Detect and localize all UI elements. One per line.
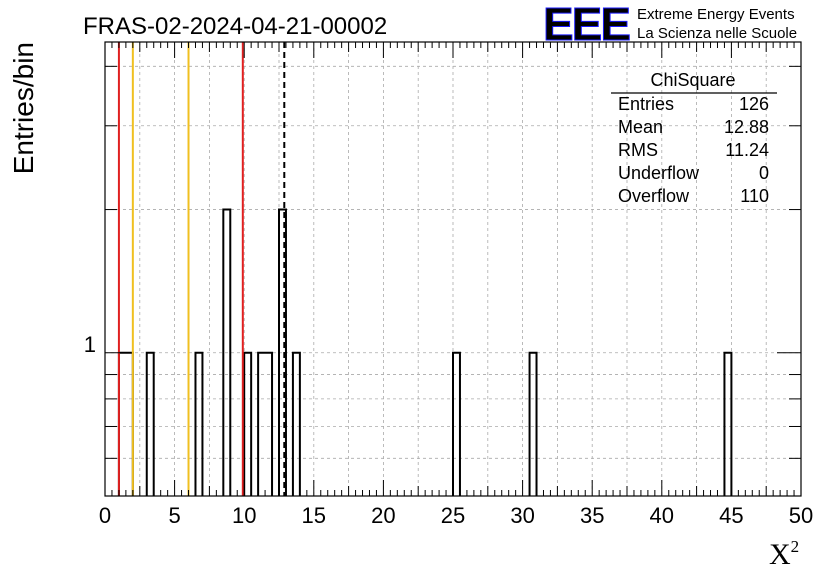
stats-box: ChiSquare Entries 126 Mean 12.88 RMS 11.24 Und… — [611, 70, 777, 206]
x-tick-label: 40 — [650, 503, 674, 528]
stats-row-label: Overflow — [618, 186, 690, 206]
x-tick-label: 20 — [371, 503, 395, 528]
stats-row-label: Mean — [618, 117, 663, 137]
stats-row-value: 11.24 — [725, 140, 769, 160]
stats-row-label: Entries — [618, 94, 674, 114]
x-tick-label: 25 — [441, 503, 465, 528]
stats-row-label: Underflow — [618, 163, 700, 183]
y-axis-label: Entries/bin — [8, 42, 39, 174]
x-axis-label: X2 — [769, 537, 799, 571]
logo-line2: La Scienza nelle Scuole — [637, 25, 797, 42]
stats-row-value: 126 — [739, 94, 769, 114]
axes: 0 5 10 15 20 25 30 35 40 45 50 — [99, 42, 813, 528]
logo-mark: EEE — [543, 0, 629, 50]
stats-row-value: 0 — [759, 163, 769, 183]
x-tick-label: 10 — [232, 503, 256, 528]
stats-rows: Entries 126 Mean 12.88 RMS 11.24 Underflow 0 Ove… — [618, 94, 769, 206]
chart-title: FRAS-02-2024-04-21-00002 — [83, 13, 387, 40]
x-tick-label: 5 — [168, 503, 180, 528]
stats-row-label: RMS — [618, 140, 658, 160]
stats-row-value: 12.88 — [724, 117, 769, 137]
y-tick-label: 1 — [84, 332, 96, 357]
logo-line1: Extreme Energy Events — [637, 6, 795, 23]
x-axis-label-text: X — [769, 538, 791, 571]
x-tick-label: 0 — [99, 503, 111, 528]
stats-row-value: 110 — [740, 186, 769, 206]
x-axis-label-superscript: 2 — [791, 537, 800, 556]
x-tick-label: 15 — [302, 503, 326, 528]
eee-logo: EEE Extreme Energy Events La Scienza nel… — [543, 0, 798, 51]
stats-title: ChiSquare — [650, 70, 735, 90]
reference-lines — [117, 42, 286, 496]
x-tick-label: 50 — [789, 503, 813, 528]
x-tick-label: 30 — [510, 503, 534, 528]
x-tick-label: 35 — [580, 503, 604, 528]
x-tick-label: 45 — [719, 503, 743, 528]
